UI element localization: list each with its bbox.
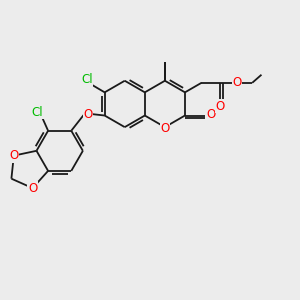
Text: Cl: Cl: [81, 74, 92, 86]
Text: O: O: [160, 122, 170, 135]
Text: O: O: [216, 100, 225, 112]
Text: O: O: [9, 149, 18, 162]
Text: O: O: [28, 182, 37, 195]
Text: Cl: Cl: [32, 106, 44, 118]
Text: O: O: [83, 107, 93, 121]
Text: O: O: [232, 76, 242, 89]
Text: O: O: [207, 107, 216, 121]
